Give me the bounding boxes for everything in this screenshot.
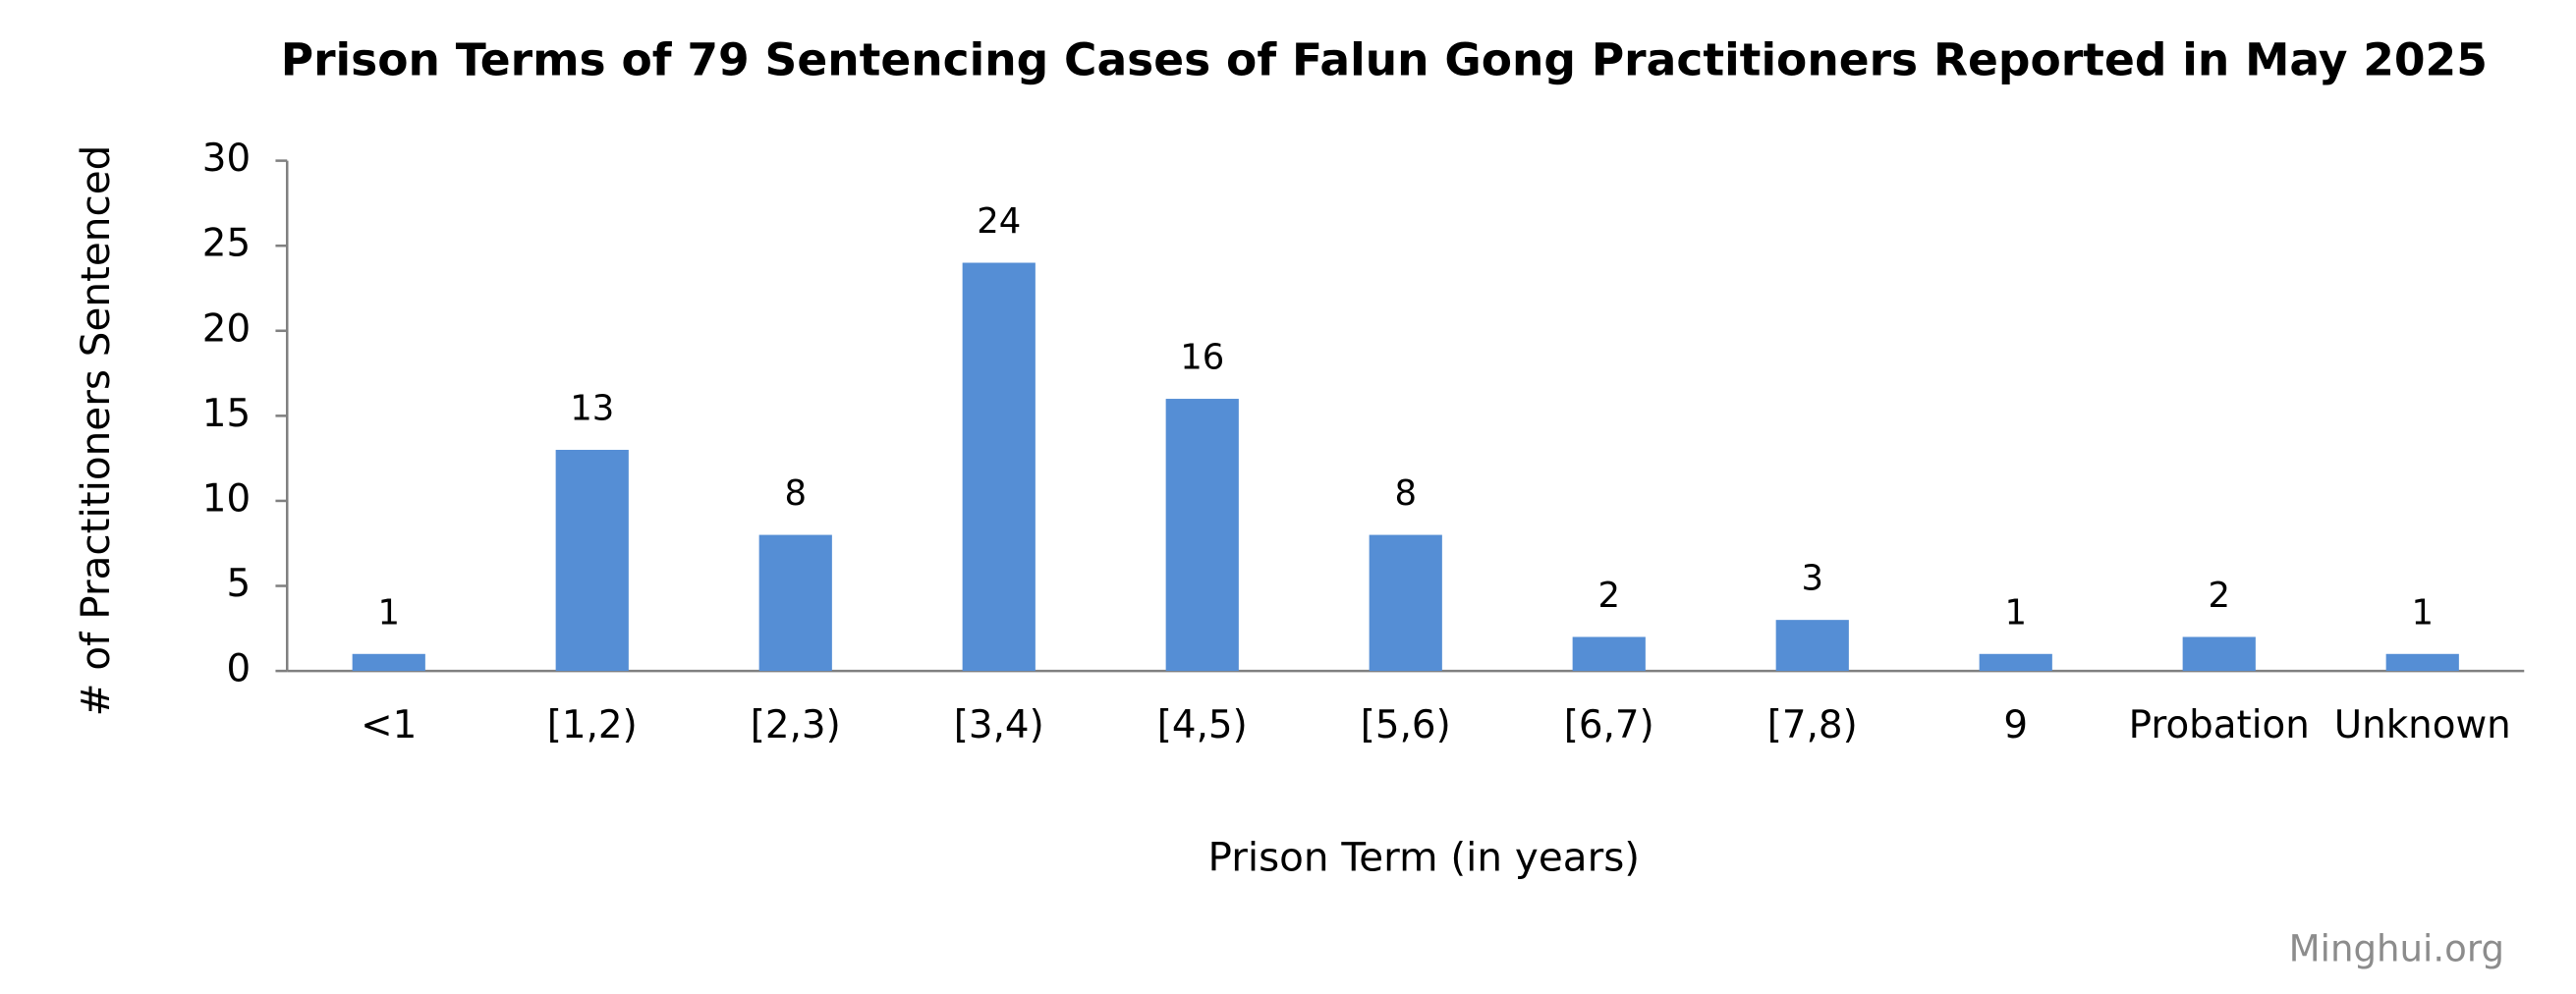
chart-title: Prison Terms of 79 Sentencing Cases of F… [281, 34, 2488, 86]
y-tick-label: 5 [226, 562, 251, 606]
y-tick-label: 20 [202, 306, 251, 351]
y-axis-title: # of Practitioners Sentenced [72, 145, 119, 717]
bar [1165, 399, 1239, 672]
data-label: 16 [1180, 338, 1224, 378]
data-label: 1 [377, 592, 400, 633]
x-tick-label: Unknown [2334, 703, 2511, 747]
bar [2182, 636, 2256, 672]
x-tick-label: Probation [2129, 703, 2310, 747]
y-tick-label: 10 [202, 476, 251, 521]
watermark: Minghui.org [2289, 928, 2504, 970]
bar [758, 534, 832, 672]
x-tick-label: [3,4) [954, 703, 1044, 747]
x-tick-label: [4,5) [1157, 703, 1248, 747]
bar [1979, 653, 2052, 672]
data-label: 8 [1394, 473, 1417, 514]
bar [1775, 620, 1849, 672]
data-label: 1 [2004, 592, 2027, 633]
data-label: 2 [2208, 576, 2230, 616]
x-tick-label: [1,2) [547, 703, 638, 747]
y-tick-label: 30 [202, 137, 251, 181]
bar [555, 449, 629, 672]
x-axis-title: Prison Term (in years) [1208, 833, 1641, 880]
x-tick-label: <1 [361, 703, 417, 747]
x-tick-label: [5,6) [1361, 703, 1451, 747]
bar [1369, 534, 1442, 672]
x-tick-label: [7,8) [1767, 703, 1858, 747]
y-tick-label: 15 [202, 392, 251, 436]
data-label: 8 [784, 473, 807, 514]
data-label: 24 [977, 201, 1021, 242]
y-tick-label: 0 [226, 647, 251, 691]
data-label: 13 [570, 389, 614, 429]
bar [2385, 653, 2459, 672]
data-label: 2 [1597, 576, 1620, 616]
bar [352, 653, 425, 672]
x-tick-label: 9 [2003, 703, 2028, 747]
x-tick-label: [2,3) [751, 703, 841, 747]
x-tick-label: [6,7) [1564, 703, 1654, 747]
y-tick-label: 25 [202, 222, 251, 266]
bar [962, 262, 1036, 672]
data-label: 1 [2411, 592, 2434, 633]
data-label: 3 [1801, 559, 1823, 599]
bar [1572, 636, 1646, 672]
